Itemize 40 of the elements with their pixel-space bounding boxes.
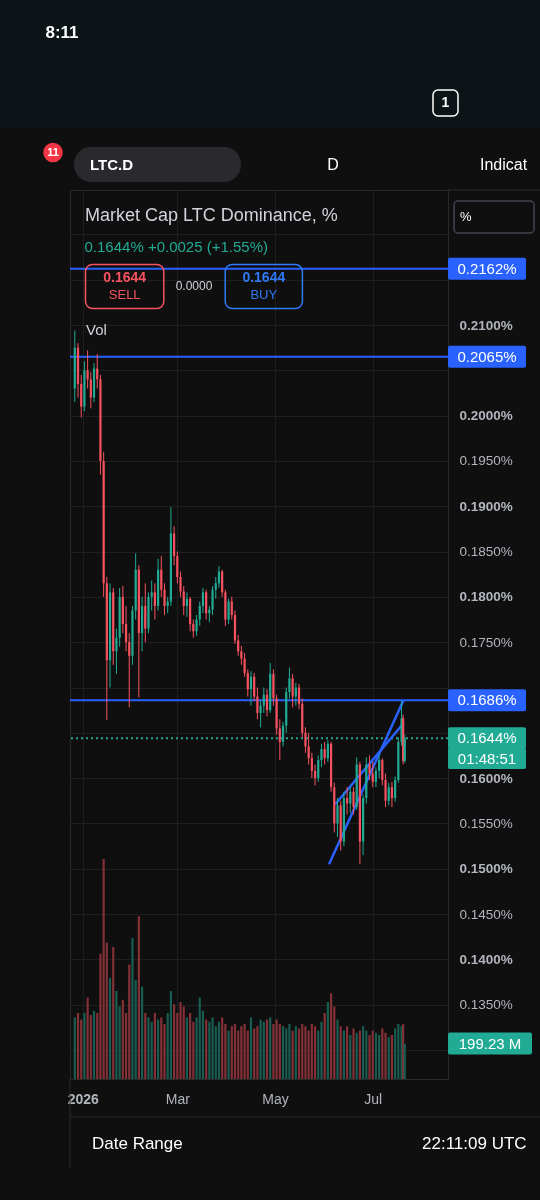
annotation: BUY — [250, 286, 278, 302]
y-tick-label: 0.2000% — [459, 408, 513, 424]
text: Date Range — [92, 1134, 183, 1153]
annotation: Vol — [86, 321, 107, 338]
ref-line-label: 0.1644% — [457, 729, 517, 747]
annotation: 0.0000 — [175, 279, 213, 293]
x-tick-label: 2026 — [67, 1090, 100, 1107]
annotation: 0.1644 — [103, 268, 147, 285]
y-tick-label: 0.1950% — [459, 453, 513, 469]
x-tick-label: Mar — [165, 1090, 191, 1107]
y-tick-label: 0.1400% — [459, 951, 513, 967]
annotation: 0.1644 — [242, 268, 286, 285]
text: 11 — [47, 145, 59, 158]
y-tick-label: 0.1800% — [459, 589, 513, 605]
y-tick-label: 0.1750% — [459, 634, 513, 650]
y-tick-label: 0.2100% — [459, 317, 513, 333]
y-tick-label: 0.1550% — [459, 815, 513, 831]
ref-line-label: 0.2065% — [457, 347, 517, 365]
y-tick-label: 0.1350% — [459, 997, 513, 1013]
y-tick-label: 0.1450% — [459, 906, 513, 922]
text: 0.1644% +0.0025 (+1.55%) — [84, 237, 268, 255]
text: Market Cap LTC Dominance, % — [85, 205, 338, 226]
y-tick-label: 0.1850% — [459, 544, 513, 560]
x-tick-label: May — [262, 1090, 289, 1107]
text: 1 — [441, 94, 450, 110]
text: D — [327, 155, 339, 173]
text: LTC.D — [90, 155, 134, 173]
text: 01:48:51 — [457, 749, 517, 767]
x-tick-label: Jul — [364, 1090, 383, 1107]
ref-line-label: 0.2162% — [457, 259, 517, 277]
text: 199.23 M — [458, 1034, 522, 1052]
y-tick-label: 0.1500% — [459, 861, 513, 877]
y-tick-label: 0.1600% — [459, 770, 513, 786]
text: 22:11:09 UTC — [422, 1134, 527, 1153]
text: 8:11 — [45, 23, 79, 42]
text: % — [460, 209, 472, 224]
y-tick-label: 0.1900% — [459, 498, 513, 514]
ref-line-label: 0.1686% — [457, 691, 517, 709]
annotation: SELL — [108, 286, 141, 302]
text: Indicat — [480, 155, 528, 173]
